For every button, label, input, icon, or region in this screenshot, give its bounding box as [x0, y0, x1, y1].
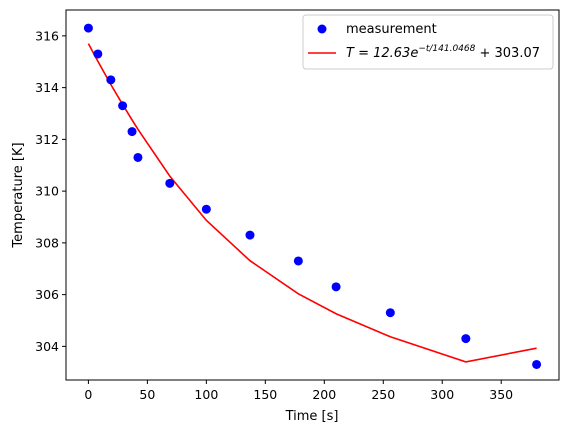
x-axis-label: Time [s]: [285, 409, 339, 424]
y-tick-label: 306: [35, 287, 59, 302]
measurement-point: [93, 49, 103, 59]
measurement-point: [83, 23, 93, 33]
measurement-point: [106, 75, 116, 85]
y-tick-label: 312: [35, 132, 59, 147]
measurement-point: [461, 334, 471, 344]
y-axis: 304 306 308 310 312 314 316: [35, 28, 66, 354]
x-tick-label: 0: [84, 387, 92, 402]
y-tick-label: 308: [35, 235, 59, 250]
measurement-point: [331, 282, 341, 292]
x-tick-label: 200: [312, 387, 336, 402]
legend-label-fit: T = 12.63e−t/141.0468 + 303.07: [346, 44, 540, 61]
x-tick-label: 300: [430, 387, 454, 402]
measurement-point: [165, 178, 175, 188]
y-tick-label: 304: [35, 339, 59, 354]
legend-box: [302, 14, 554, 70]
measurement-point: [201, 204, 211, 214]
y-tick-label: 316: [35, 28, 59, 43]
x-tick-label: 100: [194, 387, 218, 402]
x-tick-label: 250: [371, 387, 395, 402]
measurement-point: [385, 308, 395, 318]
legend-label-measurement: measurement: [346, 22, 437, 37]
chart-marks: [83, 23, 542, 369]
x-tick-label: 50: [139, 387, 155, 402]
y-axis-label: Temperature [K]: [11, 142, 26, 248]
measurement-point: [532, 359, 542, 369]
legend-marker-measurement: [317, 24, 327, 34]
measurement-point: [118, 101, 128, 111]
y-tick-label: 314: [35, 80, 59, 95]
x-tick-label: 350: [489, 387, 513, 402]
y-tick-label: 310: [35, 184, 59, 199]
legend-fit-main: T = 12.63e: [346, 46, 418, 61]
measurement-point: [293, 256, 303, 266]
measurement-point: [127, 127, 137, 137]
fit-curve-line: [87, 43, 537, 363]
legend-fit-exponent: −t/141.0468: [418, 44, 475, 54]
legend-fit-tail: + 303.07: [475, 46, 540, 61]
measurement-point: [133, 152, 143, 162]
x-axis: 0 50 100 150 200 250 300 350: [84, 380, 513, 402]
legend: measurement T = 12.63e−t/141.0468 + 303.…: [302, 14, 554, 70]
plot-frame: [65, 9, 560, 381]
x-tick-label: 150: [253, 387, 277, 402]
measurement-point: [245, 230, 255, 240]
